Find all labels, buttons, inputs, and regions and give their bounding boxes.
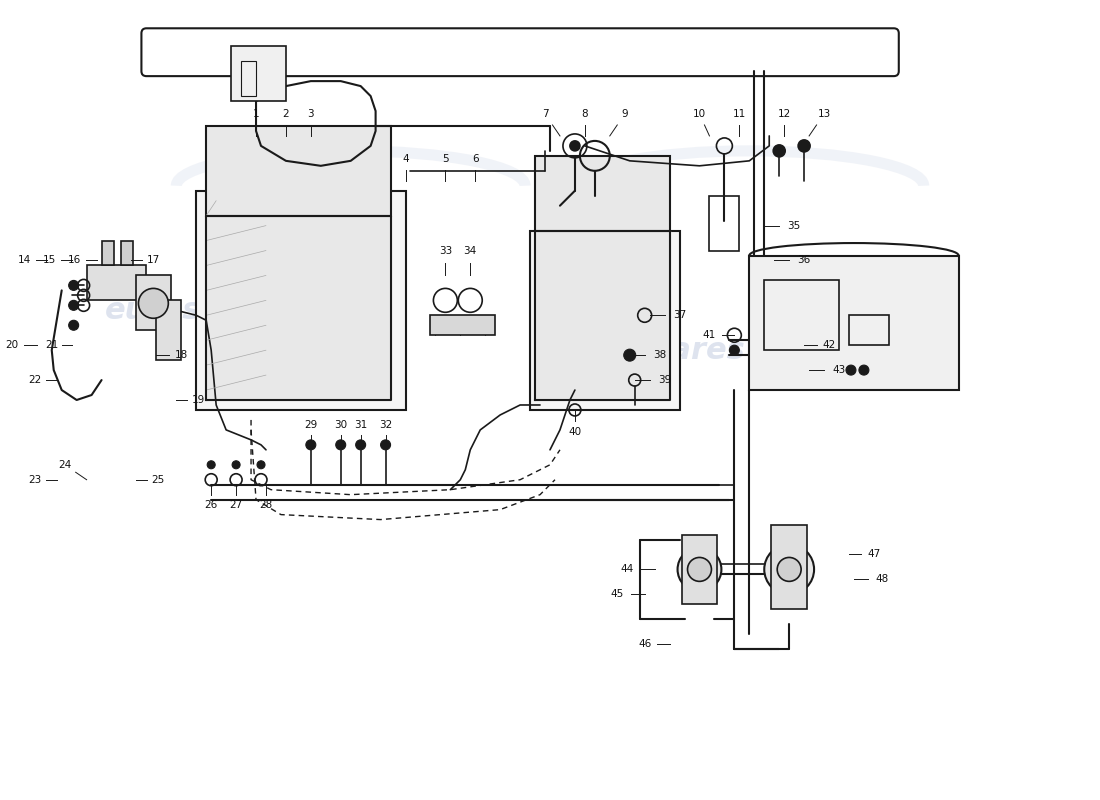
Text: 27: 27 (230, 500, 243, 510)
Text: 36: 36 (798, 255, 811, 266)
Text: 41: 41 (703, 330, 716, 340)
Text: 33: 33 (439, 246, 452, 255)
Circle shape (232, 461, 240, 469)
Circle shape (764, 545, 814, 594)
Text: 2: 2 (283, 109, 289, 119)
Bar (771, 525, 807, 610)
Text: 11: 11 (733, 109, 746, 119)
Text: 13: 13 (817, 109, 830, 119)
Text: 44: 44 (620, 565, 634, 574)
Circle shape (859, 365, 869, 375)
Text: 16: 16 (68, 255, 81, 266)
Text: 9: 9 (621, 109, 628, 119)
Bar (241, 61, 256, 96)
Bar (849, 315, 889, 345)
Bar (430, 315, 495, 335)
Text: 4: 4 (403, 154, 409, 164)
Text: 20: 20 (6, 340, 19, 350)
Circle shape (68, 300, 78, 310)
Text: 29: 29 (305, 420, 318, 430)
Text: 19: 19 (191, 395, 205, 405)
Polygon shape (206, 216, 390, 400)
Text: eurospares: eurospares (104, 296, 298, 325)
Bar (682, 534, 717, 604)
Bar (231, 46, 286, 101)
Circle shape (306, 440, 316, 450)
Text: 26: 26 (205, 500, 218, 510)
Bar (749, 255, 958, 390)
Circle shape (778, 558, 801, 582)
Circle shape (257, 461, 265, 469)
Text: 25: 25 (152, 474, 165, 485)
Circle shape (336, 440, 345, 450)
Text: 18: 18 (175, 350, 188, 360)
Text: 8: 8 (582, 109, 588, 119)
Circle shape (68, 320, 78, 330)
Bar (136, 275, 172, 330)
Bar (156, 300, 182, 360)
Bar (101, 241, 113, 266)
Circle shape (624, 349, 636, 361)
Text: 7: 7 (541, 109, 548, 119)
Text: 3: 3 (308, 109, 315, 119)
Bar (206, 126, 390, 216)
Text: 17: 17 (146, 255, 160, 266)
Bar (121, 241, 133, 266)
Text: 42: 42 (823, 340, 836, 350)
Text: 47: 47 (867, 550, 880, 559)
Circle shape (570, 141, 580, 151)
Text: 48: 48 (876, 574, 889, 584)
Bar (764, 281, 839, 350)
Text: 28: 28 (260, 500, 273, 510)
Bar (710, 196, 739, 250)
Circle shape (773, 145, 785, 157)
Circle shape (678, 547, 722, 591)
Text: 37: 37 (673, 310, 686, 320)
Polygon shape (535, 230, 670, 400)
Text: 40: 40 (569, 427, 582, 437)
Text: 32: 32 (378, 420, 393, 430)
Circle shape (355, 440, 365, 450)
Text: 39: 39 (658, 375, 671, 385)
Circle shape (207, 461, 216, 469)
Text: 1: 1 (253, 109, 260, 119)
Bar (530, 230, 680, 410)
Text: 35: 35 (788, 221, 801, 230)
Text: 23: 23 (29, 474, 42, 485)
Text: 12: 12 (778, 109, 791, 119)
Text: 14: 14 (19, 255, 32, 266)
Text: 15: 15 (43, 255, 56, 266)
Text: 34: 34 (464, 246, 477, 255)
Text: 24: 24 (58, 460, 72, 470)
Circle shape (688, 558, 712, 582)
Circle shape (381, 440, 390, 450)
Circle shape (846, 365, 856, 375)
Text: 38: 38 (653, 350, 667, 360)
Circle shape (139, 288, 168, 318)
Text: eurospares: eurospares (553, 336, 746, 365)
Bar (196, 190, 406, 410)
Circle shape (799, 140, 810, 152)
Bar (535, 156, 670, 230)
Text: 31: 31 (354, 420, 367, 430)
Circle shape (729, 345, 739, 355)
Text: 5: 5 (442, 154, 449, 164)
Text: 10: 10 (693, 109, 706, 119)
Text: 6: 6 (472, 154, 478, 164)
Text: 45: 45 (610, 590, 624, 599)
Text: 21: 21 (45, 340, 58, 350)
Bar (87, 266, 146, 300)
Circle shape (68, 281, 78, 290)
Text: 22: 22 (29, 375, 42, 385)
Text: 46: 46 (638, 639, 651, 649)
Text: 30: 30 (334, 420, 348, 430)
FancyBboxPatch shape (142, 28, 899, 76)
Text: 43: 43 (833, 365, 846, 375)
